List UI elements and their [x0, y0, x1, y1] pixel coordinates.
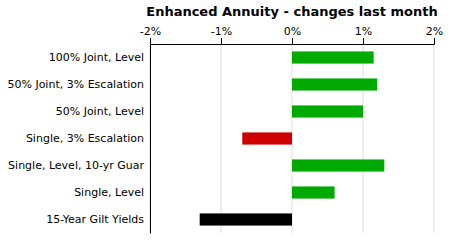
tick-label: Single, 3% Escalation: [26, 132, 144, 145]
axis-line: [151, 38, 435, 45]
y-axis: 15-Year Gilt Yields Single, Level Single, …: [7, 45, 150, 234]
bar: [292, 105, 363, 117]
bars: [200, 51, 385, 225]
tick: -1%: [211, 25, 232, 44]
tick: -2%: [140, 25, 161, 44]
tick: 1%: [355, 25, 372, 44]
tick-label: Single, Level: [74, 186, 144, 199]
grid-line: [434, 44, 435, 233]
tick: 2%: [426, 25, 443, 44]
tick-label: 0%: [284, 25, 301, 38]
tick: Single, Level, 10-yr Guar: [8, 159, 144, 172]
tick: Single, Level: [74, 186, 144, 199]
tick-label: 50% Joint, Level: [56, 105, 144, 118]
tick-mark: [221, 38, 222, 44]
bar: [292, 51, 374, 63]
tick: 0%: [284, 25, 301, 44]
tick-label: -1%: [211, 25, 232, 38]
tick: 50% Joint, 3% Escalation: [7, 78, 144, 91]
tick-label: 1%: [355, 25, 372, 38]
x-axis: -2% -1% 0% 1% 2%: [140, 25, 443, 45]
tick-mark: [363, 38, 364, 44]
tick-label: Single, Level, 10-yr Guar: [8, 159, 144, 172]
tick-label: -2%: [140, 25, 161, 38]
bar: [200, 213, 292, 225]
axis-line: [150, 45, 151, 234]
tick-mark: [292, 38, 293, 44]
grid-line: [221, 44, 222, 233]
tick: 50% Joint, Level: [56, 105, 144, 118]
tick: 100% Joint, Level: [49, 51, 144, 64]
grid: [150, 44, 434, 233]
plot: -2% -1% 0% 1% 2% 15-Year Gilt Yields Single, L…: [7, 25, 443, 234]
tick-label: 50% Joint, 3% Escalation: [7, 78, 144, 91]
tick-mark: [150, 38, 151, 44]
chart: Enhanced Annuity - changes last month -2%…: [0, 0, 450, 241]
title: Enhanced Annuity - changes last month: [146, 4, 437, 19]
grid-line: [150, 44, 151, 233]
tick-label: 2%: [426, 25, 443, 38]
grid-line: [363, 44, 364, 233]
tick: 15-Year Gilt Yields: [46, 213, 144, 226]
bar: [292, 159, 384, 171]
bar: [292, 78, 377, 90]
tick: Single, 3% Escalation: [26, 132, 144, 145]
tick-mark: [434, 38, 435, 44]
bar: [242, 132, 292, 144]
tick-label: 15-Year Gilt Yields: [46, 213, 144, 226]
bar: [292, 186, 335, 198]
tick-label: 100% Joint, Level: [49, 51, 144, 64]
